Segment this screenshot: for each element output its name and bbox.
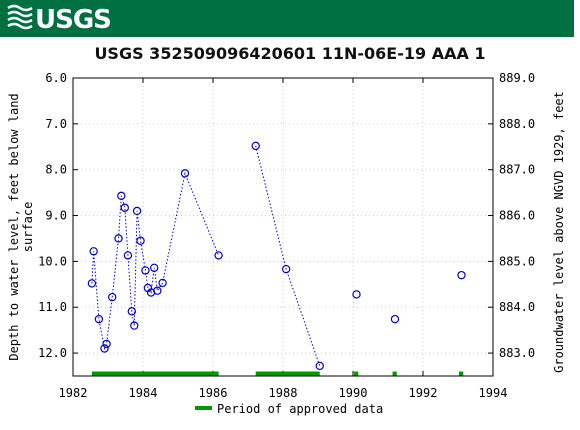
y-left-tick-label: 11.0 [38, 300, 67, 314]
y-right-tick-label: 884.0 [499, 300, 535, 314]
data-point [315, 361, 324, 371]
data-point [130, 321, 139, 330]
x-tick-label: 1994 [479, 386, 508, 400]
y-axis-right: 889.0 888.0 887.0 886.0 885.0 884.0 883.0 [488, 71, 535, 360]
y-axis-right-label: Groundwater level above NGVD 1929, feet [552, 91, 566, 373]
usgs-logo-text: USGS [35, 5, 111, 34]
y-left-tick-label: 6.0 [45, 71, 67, 85]
x-tick-label: 1992 [409, 386, 438, 400]
approved-period-bar [459, 371, 464, 376]
y-left-tick-label: 7.0 [45, 117, 67, 131]
approved-period-bar [392, 371, 397, 376]
usgs-logo: USGS [7, 4, 112, 34]
series-line [91, 171, 220, 351]
y-left-tick-label: 8.0 [45, 163, 67, 177]
data-point [153, 286, 162, 295]
data-point [352, 290, 361, 299]
approved-period-bar [354, 371, 359, 376]
data-point [158, 278, 167, 288]
data-point [87, 279, 97, 288]
y-right-tick-label: 885.0 [499, 254, 535, 268]
y-right-tick-label: 889.0 [499, 71, 535, 85]
data-point [94, 314, 104, 324]
data-point [457, 270, 466, 280]
data-point [120, 203, 130, 212]
y-left-tick-label: 9.0 [45, 209, 67, 223]
x-tick-label: 1988 [269, 386, 298, 400]
y-right-tick-label: 887.0 [499, 163, 535, 177]
y-axis-left-label-line1: Depth to water level, feet below land [7, 93, 21, 360]
x-tick-label: 1984 [129, 386, 158, 400]
y-right-tick-label: 886.0 [499, 209, 535, 223]
usgs-logo-mark [7, 4, 33, 30]
approved-periods [91, 371, 464, 376]
y-right-tick-label: 888.0 [499, 117, 535, 131]
data-point [114, 234, 123, 243]
data-point [102, 339, 111, 349]
x-tick-label: 1986 [199, 386, 228, 400]
x-axis: 1982 1984 1986 1988 1990 1992 1994 [59, 78, 508, 400]
legend-swatch [195, 406, 212, 410]
usgs-banner: USGS [0, 0, 574, 37]
data-point [214, 251, 223, 260]
data-point [281, 264, 291, 274]
y-axis-left-label-line2: surface [21, 202, 35, 253]
data-point [100, 344, 109, 353]
data-point [127, 307, 136, 316]
legend-label: Period of approved data [217, 402, 383, 416]
chart-title: USGS 352509096420601 11N-06E-19 AAA 1 [94, 44, 485, 63]
legend: Period of approved data [195, 402, 383, 416]
approved-period-bar [91, 371, 219, 376]
data-point [107, 292, 117, 302]
data-point [141, 266, 150, 275]
y-axis-left: 6.0 7.0 8.0 9.0 10.0 11.0 12.0 [38, 71, 78, 360]
series-points [87, 141, 466, 371]
x-tick-label: 1990 [339, 386, 368, 400]
series-line [255, 145, 321, 367]
data-point [180, 169, 190, 178]
y-left-tick-label: 10.0 [38, 254, 67, 268]
data-point [132, 206, 142, 216]
series-lines [91, 145, 321, 367]
data-point [117, 191, 126, 201]
y-axis-left-label: Depth to water level, feet below land su… [7, 93, 35, 360]
y-right-tick-label: 883.0 [499, 346, 535, 360]
data-point [251, 141, 260, 151]
approved-period-bar [255, 371, 320, 376]
data-point [123, 251, 133, 260]
data-point [390, 314, 400, 324]
gridlines [73, 78, 493, 376]
y-left-tick-label: 12.0 [38, 346, 67, 360]
data-point [89, 247, 98, 256]
x-tick-label: 1982 [59, 386, 88, 400]
data-point [149, 263, 159, 273]
data-point [136, 236, 145, 245]
